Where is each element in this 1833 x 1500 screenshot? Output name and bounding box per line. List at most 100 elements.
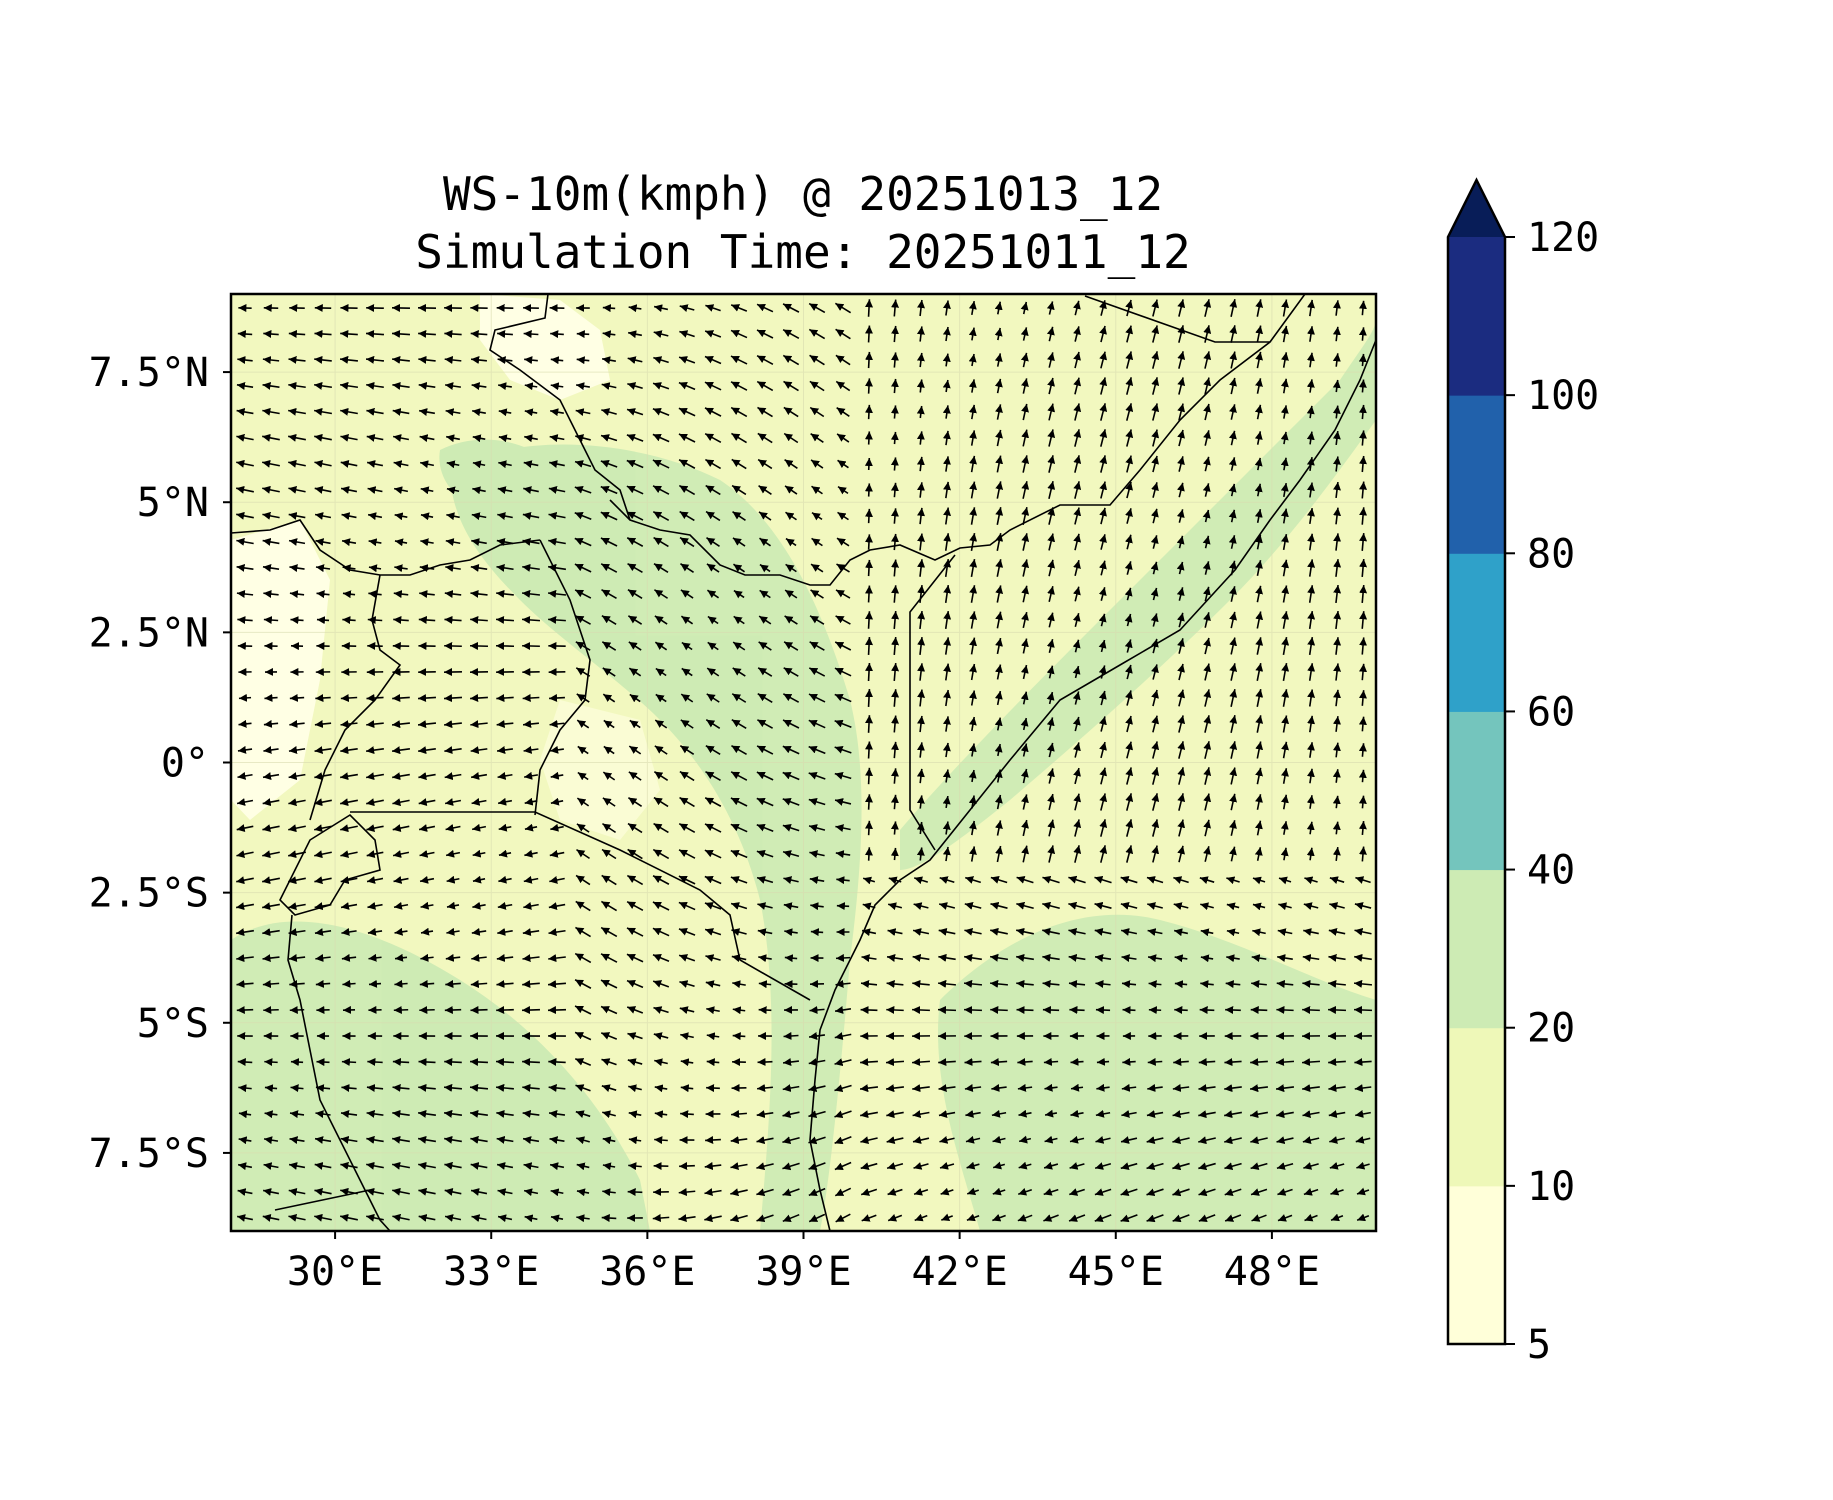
wind-arrow <box>444 355 462 364</box>
wind-arrow <box>916 456 925 472</box>
wind-arrow <box>366 460 384 468</box>
wind-arrow <box>522 1057 540 1066</box>
wind-arrow <box>365 329 385 338</box>
wind-arrow <box>548 511 566 520</box>
wind-arrow <box>471 356 487 364</box>
wind-arrow <box>782 693 800 703</box>
wind-arrow <box>654 719 668 729</box>
wind-arrow <box>1177 351 1186 369</box>
wind-arrow <box>1125 299 1133 317</box>
wind-arrow <box>418 824 436 832</box>
wind-arrow <box>497 330 513 338</box>
wind-arrow <box>1046 638 1055 654</box>
wind-arrow <box>681 641 693 651</box>
wind-arrow <box>498 460 512 469</box>
wind-arrow <box>550 797 564 806</box>
wind-arrow <box>445 382 461 390</box>
wind-arrow <box>990 1005 1008 1014</box>
wind-arrow <box>706 1058 720 1067</box>
wind-arrow <box>1125 741 1134 759</box>
wind-arrow <box>1333 610 1342 630</box>
wind-arrow <box>836 537 850 547</box>
y-tick-label: 7.5°N <box>89 350 209 396</box>
wind-arrow <box>602 667 616 677</box>
wind-arrow <box>471 512 487 521</box>
wind-arrow <box>419 408 435 416</box>
wind-arrow <box>340 459 358 468</box>
wind-arrow <box>994 664 1003 680</box>
wind-arrow <box>628 641 642 651</box>
wind-arrow <box>1255 378 1263 394</box>
wind-arrow <box>865 585 874 603</box>
wind-arrow <box>942 300 951 316</box>
wind-arrow <box>289 564 305 573</box>
colorbar-segment <box>1448 711 1505 871</box>
wind-arrow <box>1125 819 1134 837</box>
wind-arrow <box>1359 611 1368 629</box>
wind-arrow <box>288 381 306 390</box>
wind-arrow <box>834 667 852 677</box>
wind-arrow <box>289 719 305 728</box>
wind-arrow <box>548 615 566 624</box>
wind-arrow <box>522 694 540 703</box>
strong-wind-zone-southwest <box>231 921 650 1231</box>
wind-arrow <box>1306 379 1315 393</box>
wind-arrow <box>1177 819 1186 837</box>
wind-arrow <box>994 327 1003 341</box>
wind-arrow <box>916 352 925 368</box>
wind-arrow <box>1017 1057 1033 1066</box>
wind-arrow <box>835 328 851 340</box>
wind-arrow <box>1124 664 1133 680</box>
wind-arrow <box>313 407 333 416</box>
wind-arrow <box>550 408 564 417</box>
wind-arrow <box>917 689 926 707</box>
wind-arrow <box>393 460 409 469</box>
wind-arrow <box>1177 456 1185 472</box>
wind-arrow <box>1070 1057 1084 1066</box>
wind-arrow <box>316 590 330 599</box>
wind-arrow <box>418 746 436 755</box>
wind-arrow <box>445 408 461 417</box>
wind-arrow <box>601 641 617 651</box>
wind-arrow <box>1099 767 1108 785</box>
wind-arrow <box>705 744 721 756</box>
wind-arrow <box>653 562 669 574</box>
wind-arrow <box>1225 1006 1241 1015</box>
wind-arrow <box>1073 481 1082 499</box>
wind-arrow <box>263 590 279 599</box>
wind-arrow <box>470 589 488 598</box>
wind-arrow <box>340 433 358 442</box>
wind-arrow <box>1047 559 1055 577</box>
wind-arrow <box>864 847 873 861</box>
wind-arrow <box>1358 404 1367 420</box>
wind-arrow <box>890 768 899 784</box>
wind-arrow <box>392 824 410 833</box>
wind-arrow <box>1359 507 1368 525</box>
wind-arrow <box>652 433 670 443</box>
wind-arrow <box>1151 819 1160 837</box>
wind-arrow <box>835 380 851 392</box>
wind-arrow <box>340 824 358 833</box>
wind-arrow <box>524 382 538 391</box>
wind-arrow <box>496 589 514 598</box>
wind-arrow <box>420 460 434 469</box>
wind-arrow <box>808 667 826 677</box>
wind-arrow <box>969 663 977 681</box>
wind-arrow <box>420 486 434 495</box>
wind-arrow <box>1047 377 1055 395</box>
wind-arrow <box>1359 558 1368 578</box>
wind-arrow <box>496 746 514 754</box>
wind-arrow <box>1203 430 1211 446</box>
wind-arrow <box>836 433 850 443</box>
wind-arrow <box>1072 716 1081 732</box>
wind-arrow <box>392 407 410 416</box>
wind-arrow <box>289 693 305 702</box>
wind-arrow <box>891 585 900 603</box>
wind-arrow <box>262 433 280 442</box>
wind-arrow <box>550 356 564 365</box>
wind-arrow <box>994 743 1003 757</box>
wind-arrow <box>496 1006 514 1015</box>
wind-arrow <box>891 533 899 551</box>
wind-arrow <box>1255 741 1264 759</box>
wind-arrow <box>653 796 669 808</box>
